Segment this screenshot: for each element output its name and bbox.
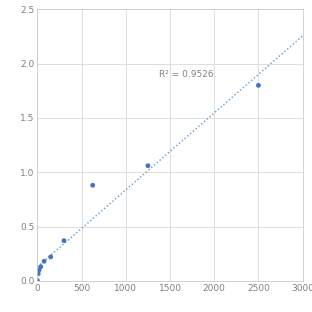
Point [61,238,66,243]
Point [145,163,150,168]
Point [37,267,41,272]
Point [38,264,43,269]
Point [256,83,261,88]
Text: R² = 0.9526: R² = 0.9526 [159,70,214,79]
Point [35,278,40,283]
Point [36,271,41,276]
Point [41,259,46,264]
Point [48,254,53,259]
Point [90,183,95,188]
